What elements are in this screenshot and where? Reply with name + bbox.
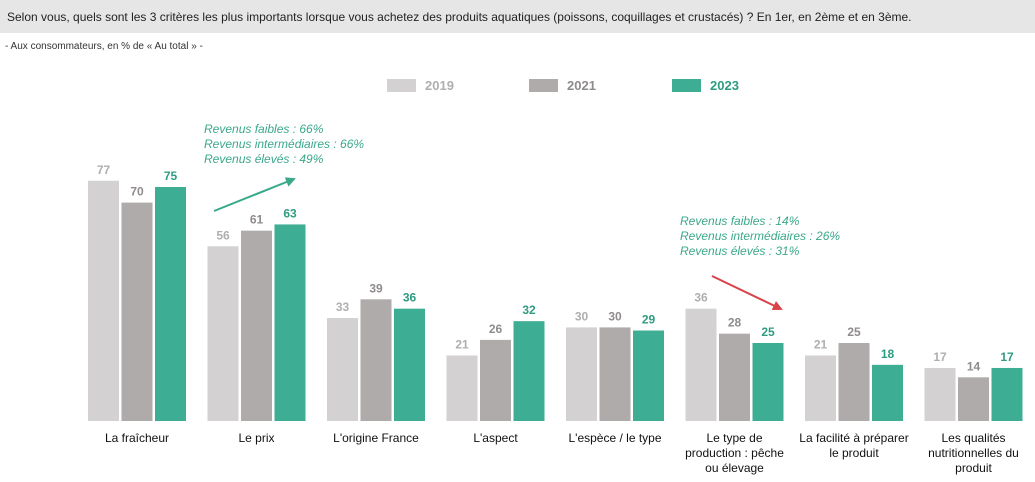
survey-question: Selon vous, quels sont les 3 critères le… <box>7 10 912 24</box>
bar-2023-3 <box>513 321 545 421</box>
category-label-3: L'aspect <box>473 431 518 445</box>
chart-subtitle: - Aux consommateurs, en % de « Au total … <box>5 41 203 52</box>
bar-2023-6 <box>872 364 903 421</box>
value-label-2023-6: 18 <box>881 347 895 361</box>
bar-2019-2 <box>327 318 358 421</box>
legend-label-2021: 2021 <box>567 78 596 93</box>
bar-2021-2 <box>360 299 392 421</box>
value-label-2021-1: 61 <box>250 213 264 227</box>
bar-2019-1 <box>207 246 239 421</box>
value-label-2023-3: 32 <box>522 303 536 317</box>
bar-2019-7 <box>924 367 956 421</box>
category-label-6: La facilité à préparer le produit <box>799 431 908 460</box>
bar-2021-0 <box>121 202 153 421</box>
value-label-2021-6: 25 <box>847 325 861 339</box>
bar-2021-5 <box>719 333 750 421</box>
legend-label-2019: 2019 <box>425 78 454 93</box>
legend-swatch-2023 <box>672 79 701 92</box>
category-label-0: La fraîcheur <box>105 431 169 445</box>
value-label-2023-4: 29 <box>642 313 656 327</box>
value-label-2019-5: 36 <box>694 291 708 305</box>
value-label-2019-1: 56 <box>216 228 230 242</box>
annotation-arrow-up-icon <box>213 177 296 212</box>
legend-swatch-2019 <box>387 79 416 92</box>
category-label-1: Le prix <box>238 431 274 445</box>
bar-2023-0 <box>155 187 186 421</box>
bar-2021-4 <box>599 327 631 421</box>
category-label-5: Le type de production : pêche ou élevage <box>685 431 784 475</box>
value-label-2021-0: 70 <box>130 185 144 199</box>
bar-2021-7 <box>958 377 989 421</box>
value-label-2019-0: 77 <box>97 163 111 177</box>
bar-2023-5 <box>752 343 784 421</box>
category-label-4: L'espèce / le type <box>568 431 661 445</box>
value-label-2023-5: 25 <box>761 325 775 339</box>
annotation-0-line-2: Revenus élevés : 49% <box>204 152 324 166</box>
value-label-2019-2: 33 <box>336 300 350 314</box>
bar-2019-3 <box>446 355 478 421</box>
annotation-1-line-0: Revenus faibles : 14% <box>680 214 800 228</box>
annotation-0-line-1: Revenus intermédiaires : 66% <box>204 137 364 151</box>
category-label-7: Les qualités nutritionnelles du produit <box>928 431 1019 475</box>
legend-label-2023: 2023 <box>710 78 739 93</box>
question-banner: Selon vous, quels sont les 3 critères le… <box>0 0 1035 33</box>
value-label-2021-5: 28 <box>728 316 742 330</box>
value-label-2021-3: 26 <box>489 322 503 336</box>
annotation-arrow-down-icon <box>711 275 783 311</box>
value-label-2021-2: 39 <box>369 281 383 295</box>
annotation-0-line-0: Revenus faibles : 66% <box>204 122 324 136</box>
value-label-2023-2: 36 <box>403 291 417 305</box>
value-label-2021-7: 14 <box>967 359 981 373</box>
bar-2021-6 <box>838 343 870 421</box>
value-label-2019-4: 30 <box>575 309 589 323</box>
bar-2021-3 <box>480 339 511 421</box>
value-label-2019-6: 21 <box>814 337 828 351</box>
value-label-2019-7: 17 <box>933 350 947 364</box>
bar-2019-5 <box>685 308 717 421</box>
value-label-2023-1: 63 <box>283 206 297 220</box>
value-label-2019-3: 21 <box>455 337 469 351</box>
legend-swatch-2021 <box>529 79 558 92</box>
value-label-2023-7: 17 <box>1000 350 1014 364</box>
bar-2021-1 <box>241 230 272 421</box>
bar-2019-6 <box>805 355 836 421</box>
annotation-1-line-1: Revenus intermédiaires : 26% <box>680 229 840 243</box>
bar-2023-4 <box>633 330 664 421</box>
bar-2023-7 <box>991 367 1023 421</box>
bar-2019-0 <box>88 180 119 421</box>
bar-2023-2 <box>394 308 425 421</box>
bar-2023-1 <box>274 224 306 421</box>
value-label-2023-0: 75 <box>164 169 178 183</box>
annotation-1-line-2: Revenus élevés : 31% <box>680 244 800 258</box>
value-label-2021-4: 30 <box>608 309 622 323</box>
bar-2019-4 <box>566 327 597 421</box>
category-label-2: L'origine France <box>333 431 419 445</box>
